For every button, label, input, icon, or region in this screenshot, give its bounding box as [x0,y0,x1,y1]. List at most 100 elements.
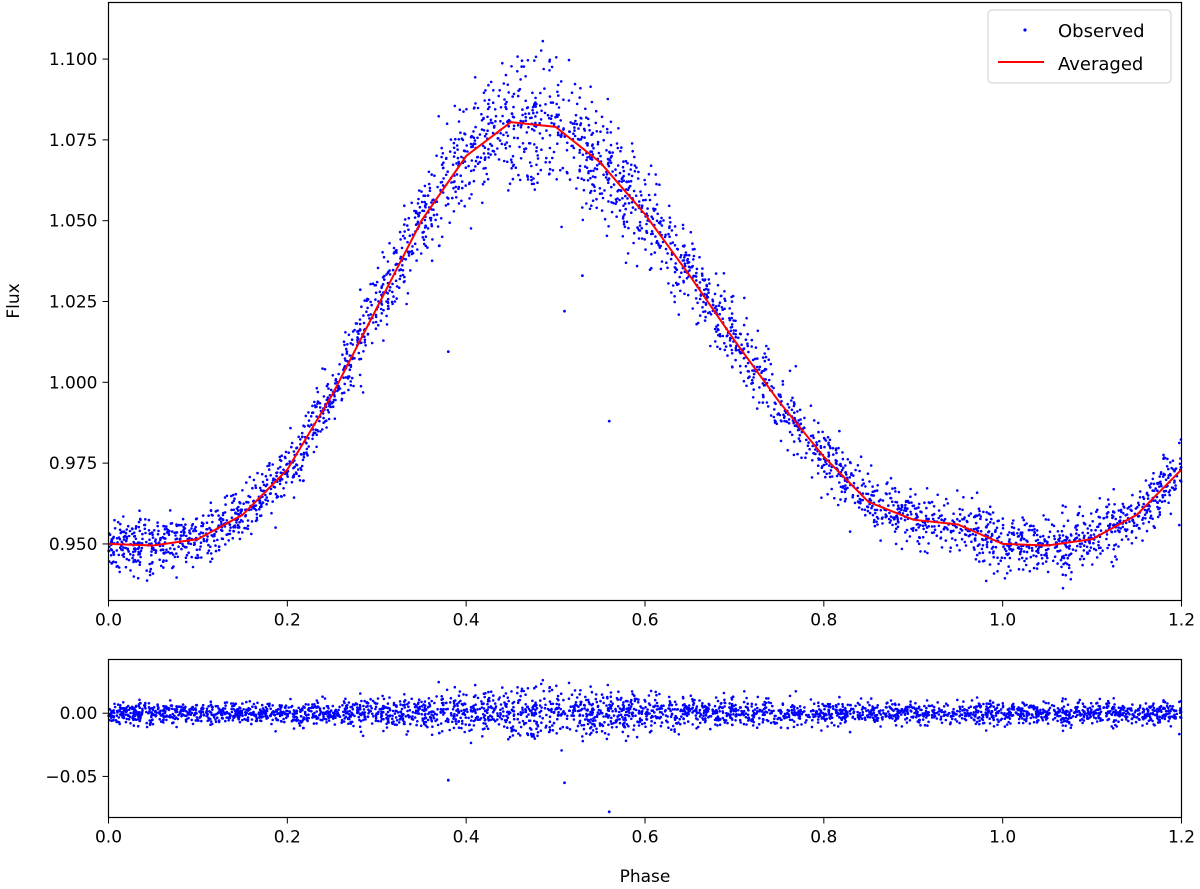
observed-point [950,537,954,540]
residual-point [1137,717,1141,721]
observed-point [1035,529,1039,532]
residual-point [147,702,151,705]
observed-point [1168,493,1171,497]
residual-point [264,706,268,709]
observed-point [708,282,711,285]
observed-point [1095,556,1099,559]
observed-point [790,399,793,402]
observed-point [1061,573,1065,576]
observed-point [511,95,514,98]
residual-point [1146,708,1150,712]
observed-point [442,177,445,180]
observed-point [167,550,170,554]
observed-point [621,235,625,238]
observed-point [129,569,132,572]
observed-point [1154,487,1157,490]
observed-point [949,546,952,549]
observed-point [413,216,417,219]
observed-point [787,406,791,409]
observed-point [494,114,498,118]
observed-point [198,532,201,536]
observed-point [506,134,510,138]
observed-point [794,424,798,427]
residual-point [538,704,542,707]
residual-point [761,721,765,724]
residual-point [229,714,232,717]
observed-point [132,575,136,578]
observed-point [906,513,909,517]
observed-point [446,196,449,199]
observed-point [1144,517,1147,520]
observed-point [289,426,292,430]
observed-point [1138,490,1142,493]
observed-point [977,526,980,530]
residual-point [363,699,367,703]
residual-point [436,707,439,711]
observed-point [300,464,304,468]
observed-point [109,554,113,557]
observed-point [901,512,905,515]
observed-point [728,316,731,320]
observed-point [436,225,440,228]
observed-point [609,143,613,147]
observed-point [451,163,455,166]
residual-point [578,714,581,718]
residual-point [497,723,501,726]
observed-point [1110,514,1114,517]
observed-point [344,359,347,362]
observed-point [169,552,172,555]
residual-point [936,701,939,704]
observed-point [592,169,595,173]
residual-point [821,702,824,706]
observed-point [502,133,505,137]
observed-point [764,378,767,381]
observed-point [468,197,471,200]
observed-point [152,529,156,532]
observed-point [535,149,538,153]
observed-point [113,527,117,530]
observed-point [573,129,576,132]
observed-point [318,419,321,423]
residual-point [854,704,857,708]
observed-point [428,186,432,190]
observed-point [233,526,237,529]
residual-point [170,707,174,711]
observed-point [1081,563,1084,567]
observed-point [150,553,153,557]
observed-point [163,532,166,536]
observed-point [844,497,847,501]
observed-point [730,312,734,315]
residual-point [382,697,386,701]
observed-point [499,132,503,135]
residual-point [469,706,473,709]
residual-point [602,701,605,705]
observed-point [141,532,144,536]
observed-point [715,325,718,328]
observed-point [691,307,694,310]
residual-point [575,729,578,733]
observed-point [1094,548,1098,552]
residual-point [376,719,380,723]
observed-point [835,451,838,455]
observed-point [772,386,775,390]
observed-point [505,131,508,134]
observed-point [410,249,414,253]
residual-point [403,700,406,703]
observed-point [148,573,152,577]
residual-point [224,719,227,723]
observed-point [183,530,186,534]
observed-point [536,157,540,160]
observed-point [900,547,904,551]
observed-point [600,192,604,195]
observed-point [445,122,449,125]
observed-point [319,430,322,433]
residual-point [442,707,445,711]
observed-point [486,129,489,132]
y-tick-label: 0.975 [49,454,98,474]
observed-point [707,288,710,292]
observed-point [1122,505,1125,508]
observed-point [560,225,563,229]
observed-point [441,166,445,170]
observed-point [589,157,592,161]
observed-point [942,504,946,507]
